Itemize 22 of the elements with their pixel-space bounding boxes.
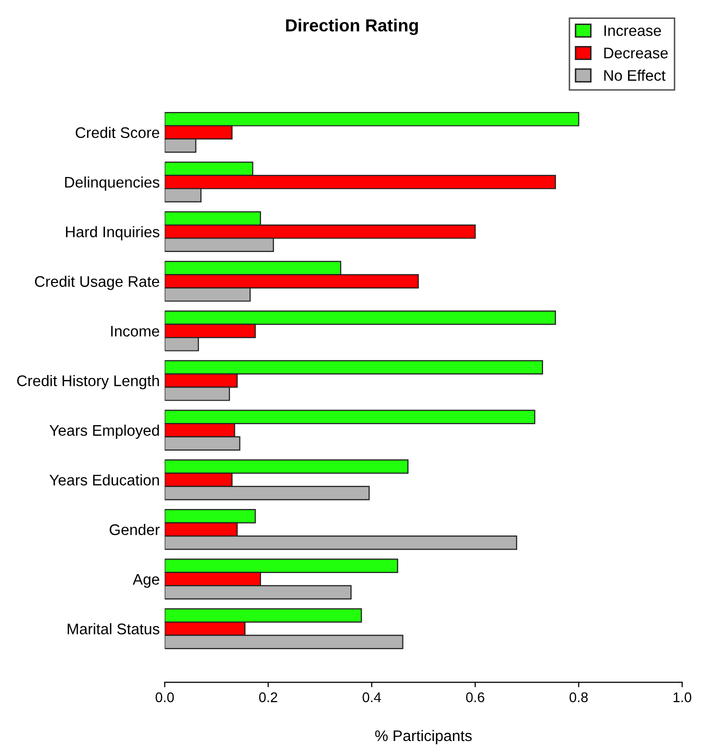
- x-tick-label: 0.0: [156, 692, 174, 702]
- y-tick-label: Credit Usage Rate: [34, 276, 160, 290]
- y-tick-label: Years Employed: [50, 424, 159, 439]
- y-tick-label: Delinquencies: [65, 176, 160, 191]
- legend-label: Increase: [604, 25, 661, 36]
- legend-label: Decrease: [604, 48, 668, 58]
- x-axis-title: % Participants: [375, 730, 472, 744]
- y-tick-label: Credit History Length: [17, 374, 159, 390]
- y-tick-label: Credit Score: [76, 126, 160, 138]
- x-tick-label: 0.6: [466, 692, 484, 702]
- y-tick-label: Years Education: [50, 474, 159, 486]
- y-tick-label: Gender: [110, 524, 160, 536]
- legend-label: No Effect: [604, 70, 666, 81]
- y-tick-label: Marital Status: [68, 623, 160, 634]
- x-tick-label: 0.4: [362, 692, 381, 702]
- y-tick-label: Age: [132, 574, 160, 588]
- y-tick-label: Income: [111, 326, 160, 337]
- x-tick-label: 0.8: [570, 692, 588, 702]
- x-tick-label: 1.0: [674, 692, 692, 702]
- y-tick-label: Hard Inquiries: [66, 226, 160, 240]
- chart-title: Direction Rating: [286, 18, 418, 36]
- x-tick-label: 0.2: [259, 692, 278, 702]
